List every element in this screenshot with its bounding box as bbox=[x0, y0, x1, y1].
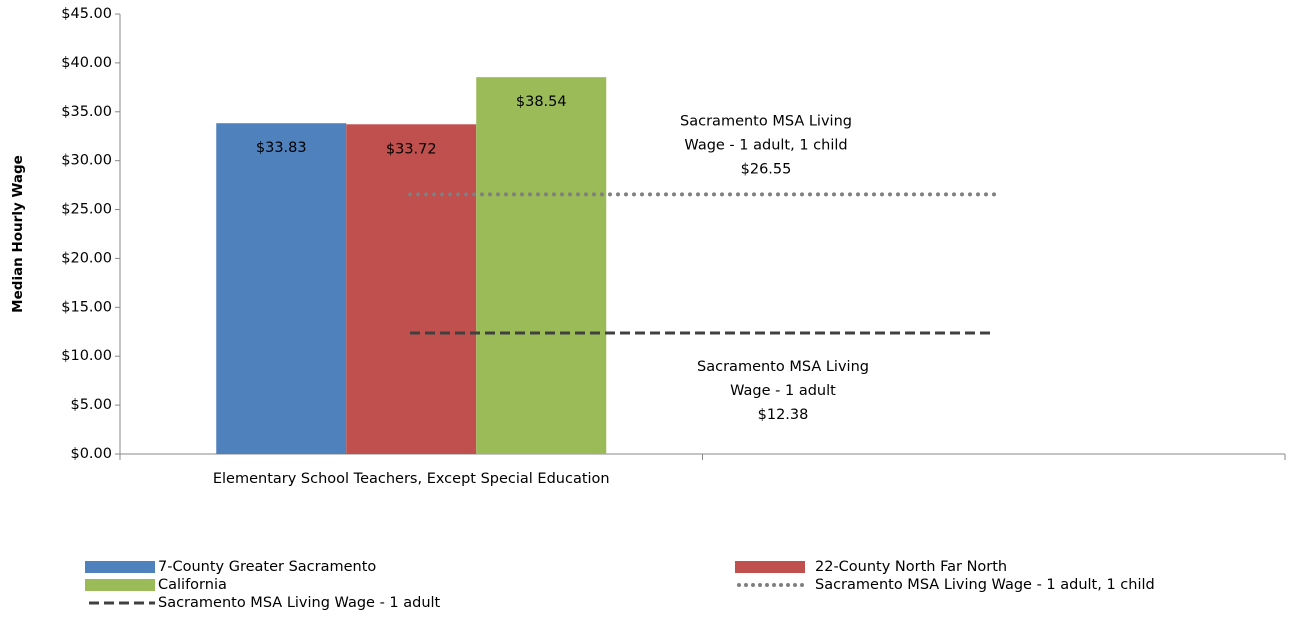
legend-label: 22-County North Far North bbox=[815, 559, 1007, 575]
annotation: Wage - 1 adult bbox=[730, 383, 836, 399]
y-tick-label: $15.00 bbox=[61, 299, 112, 315]
line-value-label: $26.55 bbox=[741, 161, 792, 177]
annotation: Sacramento MSA Living bbox=[680, 113, 852, 129]
bar bbox=[476, 77, 607, 455]
y-tick-label: $25.00 bbox=[61, 202, 112, 218]
annotation: Sacramento MSA Living bbox=[697, 359, 869, 375]
legend-label: Sacramento MSA Living Wage - 1 adult bbox=[158, 595, 441, 611]
bar-value-label: $33.72 bbox=[386, 141, 437, 157]
y-tick-label: $30.00 bbox=[61, 153, 112, 169]
bar-value-label: $38.54 bbox=[516, 94, 567, 110]
x-tick-label: Elementary School Teachers, Except Speci… bbox=[213, 471, 610, 487]
bar bbox=[346, 124, 477, 454]
legend-swatch bbox=[735, 561, 805, 573]
y-tick-label: $45.00 bbox=[61, 6, 112, 22]
annotation: Wage - 1 adult, 1 child bbox=[684, 137, 847, 153]
legend-swatch bbox=[85, 561, 155, 573]
y-tick-label: $35.00 bbox=[61, 104, 112, 120]
y-tick-label: $0.00 bbox=[70, 446, 112, 462]
legend-label: California bbox=[158, 577, 227, 593]
bar-value-label: $33.83 bbox=[256, 140, 307, 156]
y-axis-label: Median Hourly Wage bbox=[10, 155, 26, 313]
y-tick-label: $40.00 bbox=[61, 55, 112, 71]
bar bbox=[216, 123, 347, 455]
y-tick-label: $5.00 bbox=[70, 397, 112, 413]
legend-swatch bbox=[85, 579, 155, 591]
legend-label: 7-County Greater Sacramento bbox=[158, 559, 376, 575]
y-tick-label: $20.00 bbox=[61, 250, 112, 266]
y-tick-label: $10.00 bbox=[61, 348, 112, 364]
legend-label: Sacramento MSA Living Wage - 1 adult, 1 … bbox=[815, 577, 1155, 593]
line-value-label: $12.38 bbox=[758, 407, 809, 423]
